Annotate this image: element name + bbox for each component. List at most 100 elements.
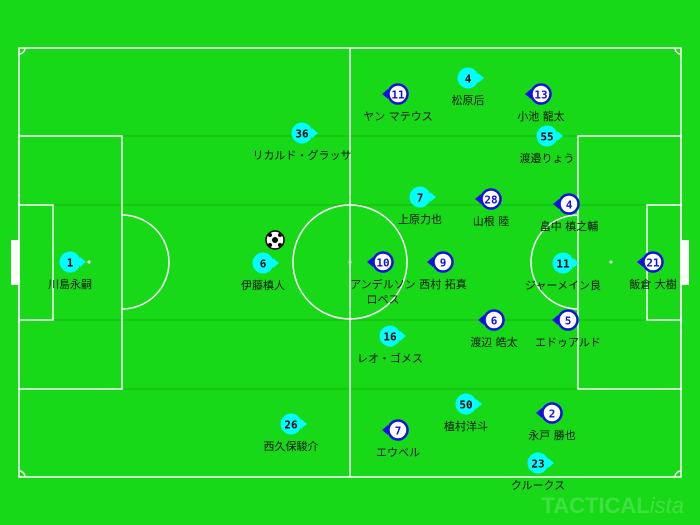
player-name: 飯倉 大樹 [629, 277, 677, 291]
player-marker [291, 122, 313, 144]
watermark: TACTICALista [541, 493, 684, 518]
player-number: 21 [646, 257, 660, 270]
away-player[interactable]: 2 永戸 勝也 [528, 402, 576, 443]
ball-icon [265, 230, 285, 250]
player-marker [409, 186, 431, 208]
away-player[interactable]: 7 エウベル [376, 419, 420, 460]
player-marker [552, 252, 574, 274]
direction-arrow-icon [80, 257, 86, 267]
player-name: 畠中 槙之輔 [540, 219, 599, 233]
direction-arrow-icon [312, 128, 318, 138]
player-marker [558, 193, 580, 215]
player-marker [455, 393, 477, 415]
player-name: 川島永嗣 [48, 277, 92, 291]
player-marker [557, 309, 579, 331]
direction-arrow-icon [273, 258, 279, 268]
direction-arrow-icon [301, 419, 307, 429]
player-marker [457, 67, 479, 89]
player-name: 小池 龍太 [517, 109, 565, 123]
direction-arrow-icon [557, 131, 563, 141]
player-marker [59, 251, 81, 273]
player-number: 26 [284, 419, 298, 432]
player-number: 13 [534, 89, 547, 102]
direction-arrow-icon [478, 73, 484, 83]
direction-arrow-icon [382, 89, 388, 99]
direction-arrow-icon [475, 194, 481, 204]
home-player[interactable]: 16 レオ・ゴメス [357, 325, 423, 366]
away-player[interactable]: 4 畠中 槙之輔 [540, 193, 599, 234]
player-name: エドゥアルド [535, 336, 601, 349]
player-marker [372, 251, 394, 273]
player-number: 1 [67, 257, 74, 270]
direction-arrow-icon [382, 425, 388, 435]
player-name: 山根 陸 [473, 214, 510, 228]
player-number: 6 [491, 315, 498, 328]
player-number: 55 [540, 131, 553, 144]
player-name: ジャーメイン良 [525, 278, 601, 292]
home-player[interactable]: 6 伊藤槙人 [241, 252, 285, 293]
player-number: 11 [556, 258, 570, 271]
direction-arrow-icon [573, 258, 579, 268]
player-name: 上原力也 [398, 213, 442, 226]
player-name: エウベル [376, 446, 420, 459]
direction-arrow-icon [427, 257, 433, 267]
home-player[interactable]: 4 松原后 [452, 67, 485, 108]
home-player[interactable]: 23 クルークス [511, 452, 565, 493]
player-number: 36 [295, 128, 309, 141]
home-player[interactable]: 55 渡邉りょう [520, 125, 575, 166]
direction-arrow-icon [367, 257, 373, 267]
player-marker [541, 402, 563, 424]
player-marker [536, 125, 558, 147]
home-player[interactable]: 50 植村洋斗 [444, 393, 488, 434]
away-player[interactable]: 13 小池 龍太 [517, 83, 565, 124]
player-name: ヤン マテウス [363, 110, 433, 123]
player-name: クルークス [511, 479, 565, 492]
player-number: 7 [417, 192, 424, 205]
player-number: 10 [376, 257, 389, 270]
player-name: 西村 拓真 [419, 277, 467, 291]
player-name: レオ・ゴメス [357, 351, 423, 365]
home-player[interactable]: 11 ジャーメイン良 [525, 252, 601, 293]
away-player[interactable]: 6 渡辺 皓太 [470, 309, 518, 350]
player-marker [642, 251, 664, 273]
away-player[interactable]: 21 飯倉 大樹 [629, 251, 677, 292]
direction-arrow-icon [400, 331, 406, 341]
home-player[interactable]: 7 上原力也 [398, 186, 442, 227]
away-player[interactable]: 28 山根 陸 [473, 188, 510, 229]
player-marker [252, 252, 274, 274]
player-name: アンデルソン [350, 277, 416, 291]
player-name: 永戸 勝也 [528, 428, 576, 442]
direction-arrow-icon [553, 199, 559, 209]
player-name: 渡邉りょう [520, 151, 575, 165]
player-number: 4 [566, 199, 573, 212]
direction-arrow-icon [478, 315, 484, 325]
away-player[interactable]: 11 ヤン マテウス [363, 83, 433, 124]
player-number: 9 [440, 257, 447, 270]
player-name: 渡辺 皓太 [470, 335, 518, 349]
player-marker [280, 413, 302, 435]
player-name: 植村洋斗 [444, 419, 488, 433]
direction-arrow-icon [548, 458, 554, 468]
player-marker [530, 83, 552, 105]
player-name: リカルド・グラッサ [253, 148, 352, 162]
direction-arrow-icon [430, 192, 436, 202]
player-marker [387, 83, 409, 105]
home-player[interactable]: 36 リカルド・グラッサ [253, 122, 352, 163]
player-number: 6 [260, 258, 267, 271]
player-number: 11 [391, 89, 405, 102]
direction-arrow-icon [476, 399, 482, 409]
player-name: 西久保駿介 [264, 439, 319, 453]
direction-arrow-icon [552, 315, 558, 325]
home-player[interactable]: 26 西久保駿介 [264, 413, 319, 454]
player-number: 16 [383, 331, 397, 344]
away-player[interactable]: 9 西村 拓真 [419, 251, 467, 292]
player-marker [379, 325, 401, 347]
home-player[interactable]: 1 川島永嗣 [48, 251, 92, 292]
left-goal [11, 240, 19, 285]
player-name-line2: ロペス [367, 293, 400, 306]
away-player[interactable]: 5 エドゥアルド [535, 309, 601, 350]
player-marker [480, 188, 502, 210]
player-name: 松原后 [452, 93, 485, 107]
